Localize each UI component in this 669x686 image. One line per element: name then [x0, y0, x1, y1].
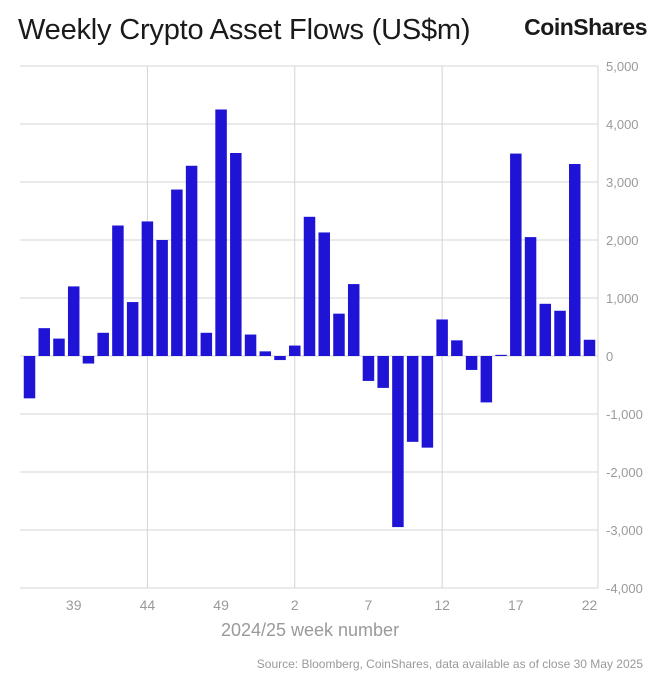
y-tick-label: 5,000 — [606, 59, 639, 74]
bar-week-40 — [82, 356, 95, 364]
x-tick-label: 2 — [291, 597, 299, 613]
bar-week-49 — [215, 109, 227, 356]
bar-week-50 — [230, 153, 242, 356]
bar-week-20 — [554, 310, 566, 356]
bar-week-52 — [259, 351, 272, 356]
bar-week-51 — [244, 334, 257, 356]
bar-week-21 — [569, 164, 581, 356]
bar-week-43 — [126, 302, 139, 356]
bar-week-3 — [303, 216, 316, 356]
y-tick-label: 3,000 — [606, 175, 639, 190]
bar-week-16 — [495, 354, 507, 356]
bar-week-18 — [524, 237, 537, 356]
x-tick-label: 49 — [213, 597, 229, 613]
y-tick-label: -4,000 — [606, 581, 643, 596]
y-tick-label: 0 — [606, 349, 613, 364]
bar-week-14 — [465, 356, 478, 370]
bar-week-11 — [421, 356, 434, 448]
bar-week-5 — [333, 313, 345, 356]
x-tick-label: 22 — [582, 597, 598, 613]
x-tick-label: 7 — [365, 597, 373, 613]
bar-week-10 — [406, 356, 419, 442]
y-tick-label: 2,000 — [606, 233, 639, 248]
x-tick-label: 39 — [66, 597, 82, 613]
bar-week-4 — [318, 232, 330, 356]
bar-week-36 — [23, 356, 36, 399]
bar-week-7 — [362, 356, 375, 381]
bar-week-46 — [171, 189, 183, 356]
bar-week-39 — [67, 286, 80, 356]
bar-week-1 — [274, 356, 286, 361]
bar-week-48 — [200, 332, 213, 356]
bar-week-2 — [289, 345, 301, 356]
x-tick-label: 17 — [508, 597, 524, 613]
x-tick-label: 44 — [140, 597, 156, 613]
bar-week-13 — [451, 340, 463, 356]
source-note: Source: Bloomberg, CoinShares, data avai… — [256, 657, 643, 671]
x-axis-ticks: 39 44 49 2 7 12 17 22 — [66, 597, 598, 613]
bar-layer — [23, 109, 596, 528]
bar-week-6 — [347, 284, 360, 356]
bar-week-22 — [583, 339, 596, 356]
y-tick-label: -1,000 — [606, 407, 643, 422]
bar-week-37 — [38, 328, 50, 356]
bar-week-19 — [539, 303, 552, 356]
bar-week-47 — [185, 165, 198, 356]
bar-week-42 — [112, 225, 124, 356]
bar-week-15 — [480, 356, 493, 403]
chart-title: Weekly Crypto Asset Flows (US$m) — [18, 14, 471, 46]
bar-week-17 — [510, 153, 522, 356]
bar-week-9 — [392, 356, 404, 528]
bar-week-41 — [97, 332, 109, 356]
y-tick-label: 4,000 — [606, 117, 639, 132]
y-axis-ticks: 5,000 4,000 3,000 2,000 1,000 0 -1,000 -2,000 -3… — [606, 59, 643, 596]
x-tick-label: 12 — [434, 597, 450, 613]
bar-week-38 — [53, 338, 65, 356]
bar-week-12 — [436, 319, 448, 356]
y-tick-label: -3,000 — [606, 523, 643, 538]
bar-week-44 — [141, 221, 154, 356]
y-tick-label: 1,000 — [606, 291, 639, 306]
bar-week-8 — [377, 356, 389, 388]
x-axis-label: 2024/25 week number — [220, 620, 400, 640]
coinshares-logo: CoinShares — [524, 14, 647, 40]
bar-week-45 — [156, 240, 168, 356]
y-tick-label: -2,000 — [606, 465, 643, 480]
